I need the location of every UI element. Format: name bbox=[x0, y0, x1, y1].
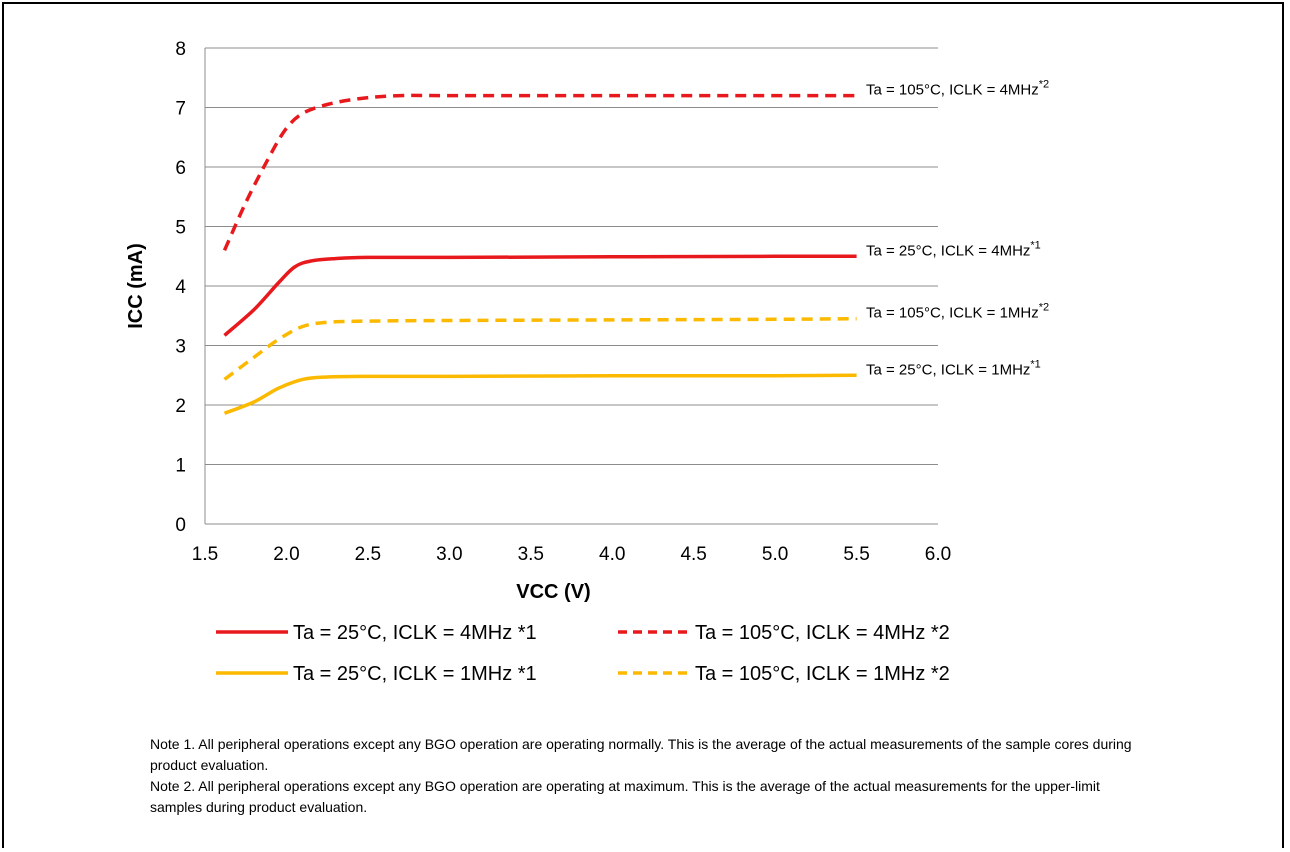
y-tick-label: 3 bbox=[175, 337, 186, 358]
y-tick-label: 4 bbox=[175, 277, 186, 298]
legend: Ta = 25°C, ICLK = 4MHz *1 Ta = 105°C, ICL… bbox=[216, 622, 950, 685]
series-line-ta-25-c-iclk-4mhz-1 bbox=[223, 254, 857, 337]
y-tick-label: 5 bbox=[175, 218, 186, 239]
x-tick-label: 4.5 bbox=[680, 544, 706, 565]
legend-entry-ta-25-c-iclk-1mhz-1: Ta = 25°C, ICLK = 1MHz *1 bbox=[216, 663, 537, 685]
x-tick-label: 3.5 bbox=[518, 544, 544, 565]
legend-label: Ta = 105°C, ICLK = 4MHz *2 bbox=[695, 622, 950, 644]
legend-entry-ta-105-c-iclk-4mhz-2: Ta = 105°C, ICLK = 4MHz *2 bbox=[618, 622, 950, 644]
y-tick-label: 1 bbox=[175, 456, 186, 477]
legend-label: Ta = 25°C, ICLK = 1MHz *1 bbox=[293, 663, 537, 685]
x-tick-label: 2.5 bbox=[355, 544, 381, 565]
footnotes: Note 1. All peripheral operations except… bbox=[150, 734, 1150, 818]
x-tick-label: 1.5 bbox=[192, 544, 218, 565]
legend-label: Ta = 25°C, ICLK = 4MHz *1 bbox=[293, 622, 537, 644]
legend-entry-ta-105-c-iclk-1mhz-2: Ta = 105°C, ICLK = 1MHz *2 bbox=[618, 663, 950, 685]
x-tick-label: 2.0 bbox=[273, 544, 299, 565]
y-tick-label: 8 bbox=[175, 39, 186, 60]
y-tick-label: 7 bbox=[175, 99, 186, 120]
series-end-labels: Ta = 25°C, ICLK = 4MHz*1 Ta = 105°C, ICLK… bbox=[866, 79, 1049, 379]
x-tick-label: 5.0 bbox=[762, 544, 788, 565]
series-line-ta-25-c-iclk-1mhz-1 bbox=[223, 373, 857, 415]
series-end-label: Ta = 105°C, ICLK = 4MHz*2 bbox=[866, 79, 1049, 99]
y-tick-label: 6 bbox=[175, 158, 186, 179]
series-end-label: Ta = 105°C, ICLK = 1MHz*2 bbox=[866, 302, 1049, 322]
legend-label: Ta = 105°C, ICLK = 1MHz *2 bbox=[695, 663, 950, 685]
y-tick-label: 2 bbox=[175, 396, 186, 417]
note-1: Note 1. All peripheral operations except… bbox=[150, 736, 1132, 773]
x-tick-label: 4.0 bbox=[599, 544, 625, 565]
series-end-label: Ta = 25°C, ICLK = 1MHz*1 bbox=[866, 358, 1041, 378]
series-lines bbox=[222, 93, 857, 415]
y-tick-labels: 0 1 2 3 4 5 6 7 8 bbox=[175, 39, 186, 536]
legend-entry-ta-25-c-iclk-4mhz-1: Ta = 25°C, ICLK = 4MHz *1 bbox=[216, 622, 537, 644]
series-line-ta-105-c-iclk-1mhz-2 bbox=[223, 316, 857, 381]
y-axis-title: ICC (mA) bbox=[125, 243, 147, 329]
gridlines bbox=[205, 47, 938, 525]
note-2: Note 2. All peripheral operations except… bbox=[150, 778, 1100, 815]
x-tick-label: 5.5 bbox=[843, 544, 869, 565]
x-axis-title: VCC (V) bbox=[516, 581, 590, 603]
x-tick-label: 6.0 bbox=[925, 544, 951, 565]
series-end-label: Ta = 25°C, ICLK = 4MHz*1 bbox=[866, 239, 1041, 259]
x-tick-labels: 1.5 2.0 2.5 3.0 3.5 4.0 4.5 5.0 5.5 6.0 bbox=[192, 544, 951, 565]
series-line-ta-105-c-iclk-4mhz-2 bbox=[222, 93, 857, 252]
x-tick-label: 3.0 bbox=[436, 544, 462, 565]
icc-vs-vcc-chart: 0 1 2 3 4 5 6 7 8 1.5 2.0 2.5 3.0 3.5 4.0 4.5 5.0 5.5 6.0… bbox=[125, 39, 1049, 685]
y-tick-label: 0 bbox=[175, 515, 186, 536]
